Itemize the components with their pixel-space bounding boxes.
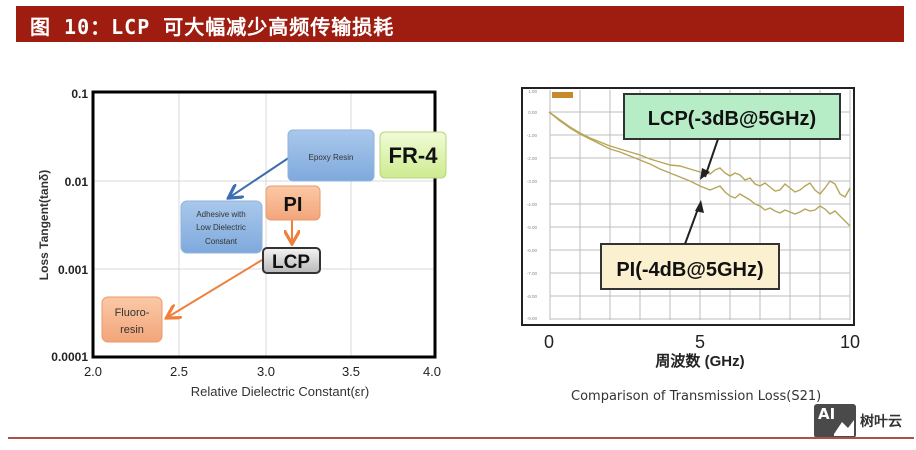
svg-text:Constant: Constant [205,237,238,246]
x-tick: 0 [544,332,554,352]
loss-tangent-chart: 0.1 0.01 0.001 0.0001 2.0 2.5 3.0 3.5 4.… [37,87,447,399]
svg-text:PI: PI [284,194,303,216]
svg-text:Adhesive with: Adhesive with [196,210,245,219]
lcp-series-line [548,111,851,198]
y-tick: 0.1 [71,87,88,101]
watermark-text: 树叶云 [860,414,902,430]
x-tick: 3.0 [257,364,275,379]
fr4-box: FR-4 [379,131,447,179]
y-tick: -8.00 [527,294,538,299]
x-axis-label: Relative Dielectric Constant(εr) [191,384,369,399]
lcp-annotation: LCP(-3dB@5GHz) [623,93,841,180]
fluoro-resin-box: Fluoro- resin [101,296,163,343]
figure-title: 图 10：LCP 可大幅减少高频传输损耗 [30,15,395,39]
y-tick: -1.00 [527,133,538,138]
x-tick: 5 [695,332,705,352]
x-axis-label: 周波数 (GHz) [655,352,744,370]
x-tick: 2.0 [84,364,102,379]
y-axis-label: Loss Tangent(tanδ) [37,170,51,280]
svg-text:LCP(-3dB@5GHz): LCP(-3dB@5GHz) [648,108,816,130]
y-tick: -5.00 [527,225,538,230]
y-tick: 0.00 [528,110,537,115]
x-tick: 3.5 [342,364,360,379]
watermark-logo-icon: AI [814,404,856,438]
svg-text:PI(-4dB@5GHz): PI(-4dB@5GHz) [616,259,763,281]
x-tick: 10 [840,332,860,352]
figure-title-bar: 图 10：LCP 可大幅减少高频传输损耗 [16,6,904,42]
y-tick: -3.00 [527,179,538,184]
pi-series-line [548,111,851,227]
svg-text:resin: resin [120,324,144,336]
svg-text:FR-4: FR-4 [389,143,439,168]
bottom-divider [8,437,914,439]
chart-caption: Comparison of Transmission Loss(S21) [571,389,822,404]
x-tick: 4.0 [423,364,441,379]
epoxy-resin-box: Epoxy Resin [287,129,375,182]
transmission-loss-chart: 1.00 0.00 -1.00 -2.00 -3.00 -4.00 -5.00 … [521,87,860,370]
pi-annotation: PI(-4dB@5GHz) [600,200,780,290]
watermark: AI 树叶云 [814,404,902,438]
svg-text:LCP: LCP [272,252,310,273]
x-tick: 2.5 [170,364,188,379]
svg-text:Low Dielectric: Low Dielectric [196,223,246,232]
y-tick: 0.01 [65,175,89,189]
y-tick: -4.00 [527,202,538,207]
pi-box: PI [265,185,321,221]
y-tick: -2.00 [527,156,538,161]
y-tick: -7.00 [527,271,538,276]
svg-text:Epoxy Resin: Epoxy Resin [309,153,354,162]
lcp-box: LCP [262,247,321,274]
y-tick: 0.001 [58,263,88,277]
y-tick: 1.00 [528,89,537,94]
svg-text:Fluoro-: Fluoro- [115,307,150,319]
y-tick: -6.00 [527,248,538,253]
adhesive-box: Adhesive with Low Dielectric Constant [180,200,263,254]
legend-swatch [552,92,573,98]
y-tick: 0.0001 [51,350,88,364]
y-tick: -9.00 [527,316,538,321]
